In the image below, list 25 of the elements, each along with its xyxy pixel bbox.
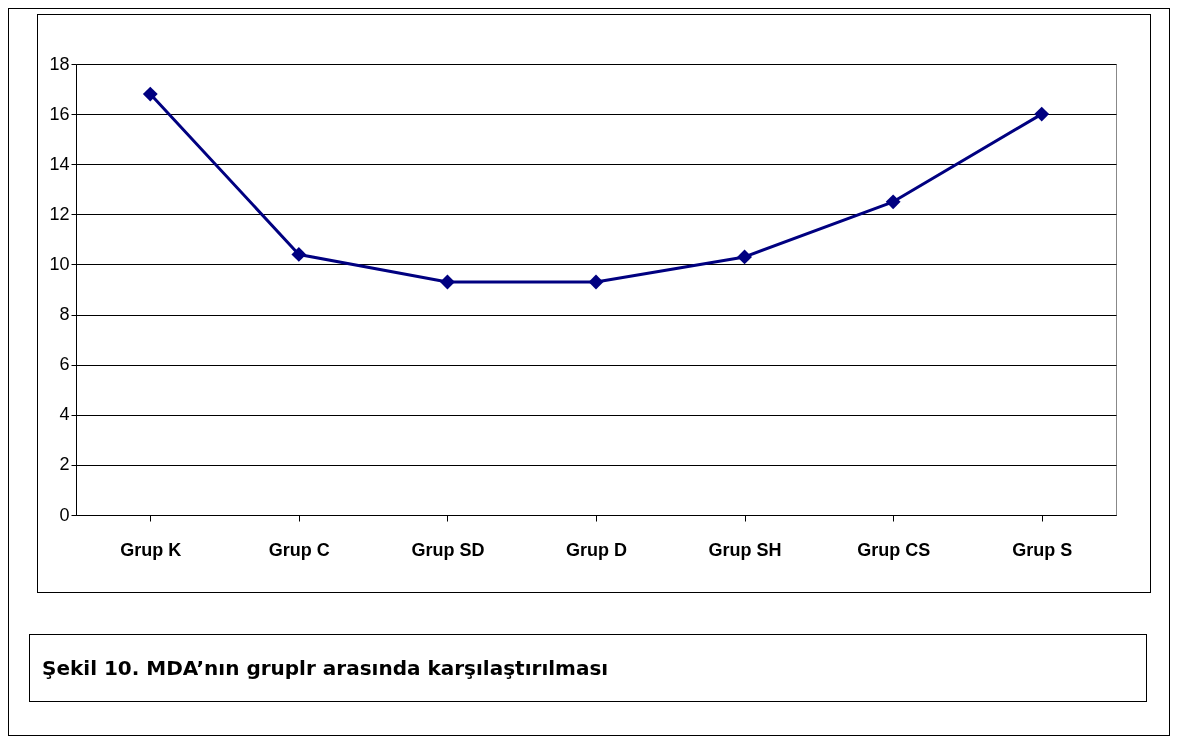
x-tick-label: Grup S — [1012, 539, 1073, 560]
x-tick-label: Grup SD — [411, 539, 485, 560]
x-tick-label: Grup D — [566, 539, 627, 560]
y-tick-label: 14 — [49, 153, 70, 174]
y-tick-label: 10 — [49, 253, 70, 274]
y-tick-label: 0 — [59, 504, 70, 525]
x-tick-label: Grup C — [268, 539, 330, 560]
y-tick-label: 8 — [59, 304, 70, 325]
y-tick-label: 16 — [49, 103, 70, 124]
y-tick-label: 12 — [49, 203, 70, 224]
point — [1034, 106, 1050, 122]
point — [440, 274, 455, 290]
point — [588, 274, 604, 290]
y-tick-label: 2 — [59, 454, 70, 475]
x-tick-label: Grup CS — [857, 539, 931, 560]
x-tick-label: Grup SH — [708, 539, 782, 560]
point — [142, 86, 158, 102]
text: Şekil 10. MDA’nın gruplr arasında karşılaştırılması — [29, 634, 1147, 702]
point — [885, 194, 901, 210]
y-tick-label: 4 — [59, 404, 70, 425]
point — [737, 249, 752, 265]
point — [291, 247, 307, 262]
x-tick-label: Grup K — [120, 539, 182, 560]
y-tick-label: 18 — [49, 53, 70, 74]
y-tick-label: 6 — [59, 354, 70, 375]
